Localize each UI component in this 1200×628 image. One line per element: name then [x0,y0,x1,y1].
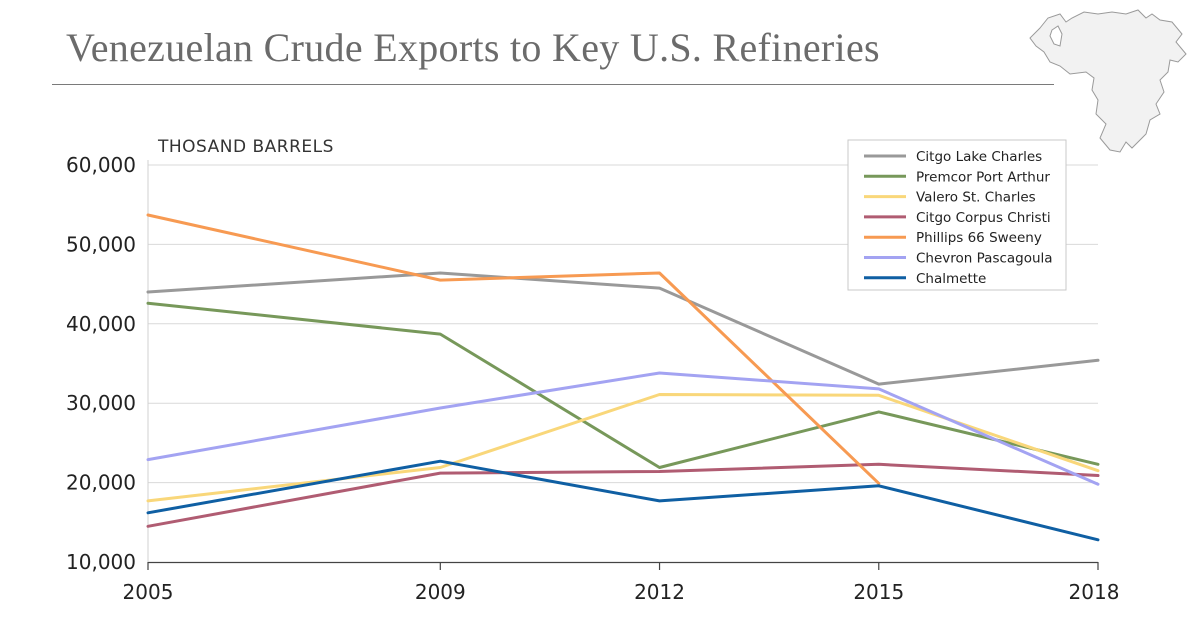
legend: Citgo Lake Charles Premcor Port Arthur Val… [847,139,1067,291]
series-layer [146,213,1100,542]
y-tick-label: 60,000 [66,153,136,177]
venezuela-map-icon [1029,9,1187,153]
legend-label: Chalmette [916,271,986,287]
legend-label: Premcor Port Arthur [916,169,1050,185]
legend-label: Chevron Pascagoula [916,251,1053,267]
legend-label: Phillips 66 Sweeny [916,230,1042,246]
y-axis-unit-label: THOSAND BARRELS [157,137,334,157]
series-line-premcor-port-arthur [146,301,1100,469]
series-line-chevron-pascagoula [146,371,1100,486]
x-tick-label: 2009 [415,580,466,604]
legend-label: Citgo Corpus Christi [916,210,1051,226]
series-line-citgo-lake-charles [146,271,1100,386]
x-axis: 2005 2009 2012 2015 2018 [123,160,1120,604]
x-tick-label: 2005 [123,580,174,604]
series-line-phillips-66-sweeny [146,213,881,485]
legend-label: Valero St. Charles [916,190,1036,206]
series-line-chalmette [146,459,1100,542]
legend-label: Citgo Lake Charles [916,149,1042,165]
grid-lines [148,164,1098,484]
y-tick-label: 20,000 [66,471,136,495]
series-line-valero-st-charles [146,393,1100,503]
y-tick-label: 10,000 [66,550,136,574]
page-title: Venezuelan Crude Exports to Key U.S. Ref… [66,25,880,70]
legend-box [847,139,1067,291]
x-tick-label: 2012 [634,580,685,604]
y-axis: 10,000 20,000 30,000 40,000 50,000 60,000 [66,153,136,574]
y-tick-label: 40,000 [66,312,136,336]
title-divider [52,84,1054,85]
series-line-citgo-corpus-christi [146,462,1100,528]
x-tick-label: 2015 [853,580,904,604]
x-tick-label: 2018 [1069,580,1120,604]
y-tick-label: 30,000 [66,391,136,415]
y-tick-label: 50,000 [66,232,136,256]
